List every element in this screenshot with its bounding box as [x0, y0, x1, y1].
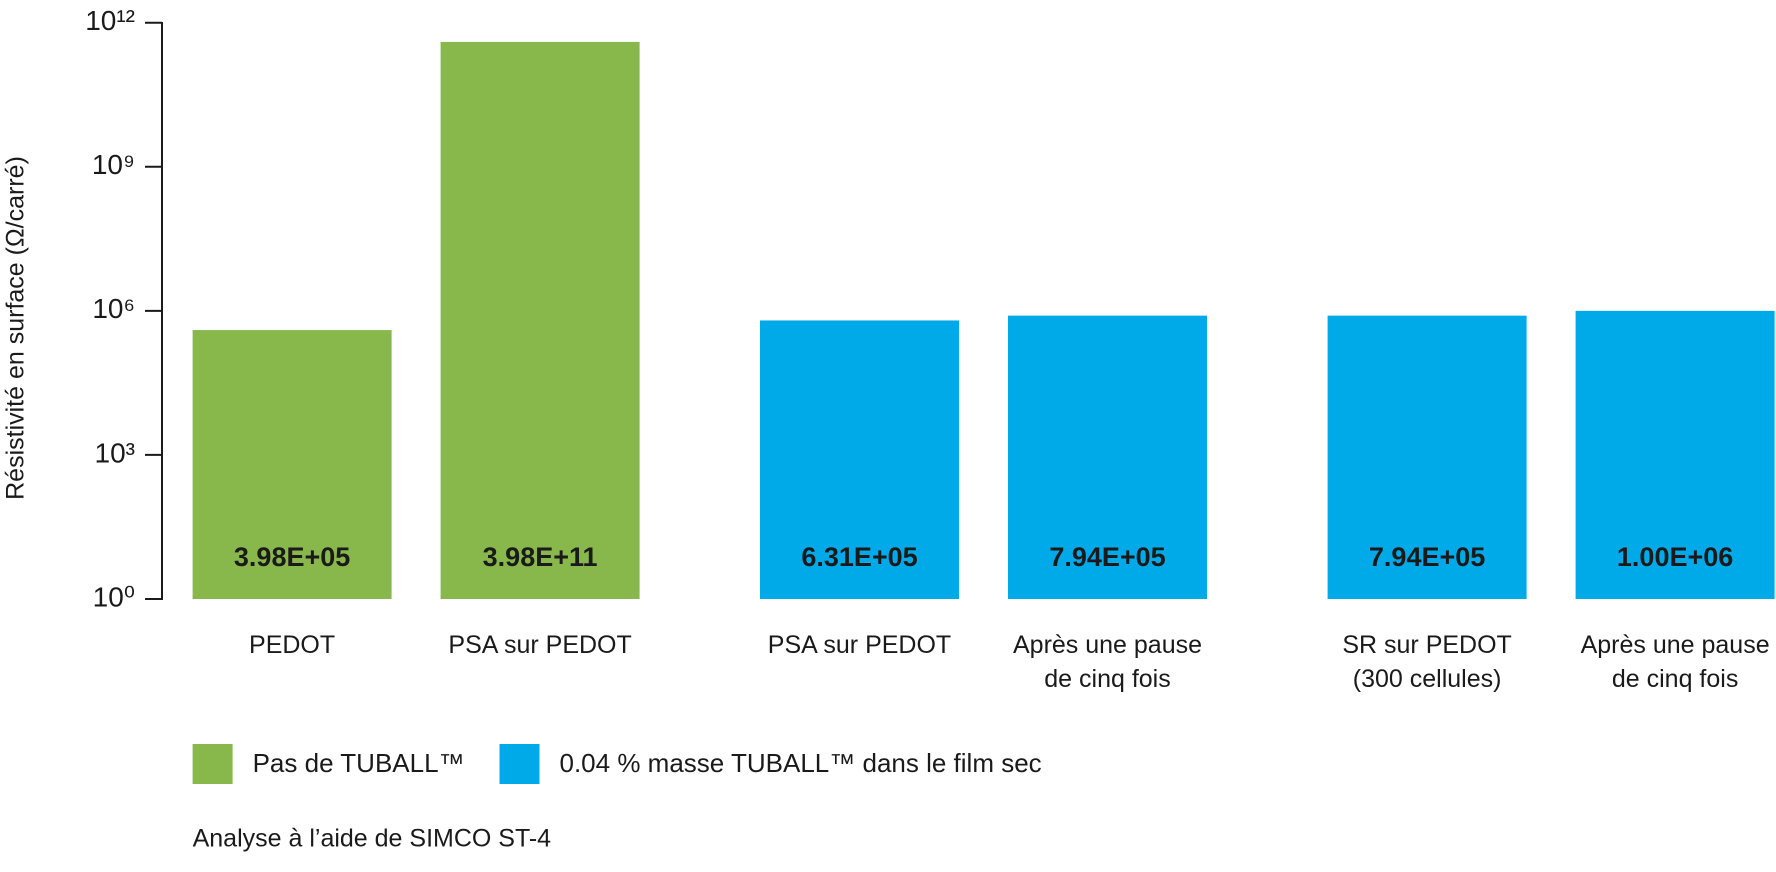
x-tick-label: SR sur PEDOT (300 cellules) [1342, 631, 1512, 693]
bar [192, 330, 392, 599]
legend-label: 0.04 % masse TUBALL™ dans le film sec [560, 748, 1042, 778]
bar [1008, 315, 1207, 599]
value-label: 1.00E+06 [1617, 542, 1733, 572]
x-tick-label: Après une pause de cinq fois [1580, 631, 1770, 693]
x-tick-label: Après une pause de cinq fois [1012, 631, 1203, 693]
x-tick-label: PEDOT [249, 631, 336, 659]
y-tick-label: 10⁶ [92, 293, 135, 324]
y-tick-label: 10¹² [85, 5, 135, 36]
x-tick-label: PSA sur PEDOT [448, 631, 632, 659]
legend-swatch [192, 744, 233, 784]
footnote: Analyse à l’aide de SIMCO ST-4 [193, 825, 552, 853]
legend-swatch [499, 744, 540, 784]
value-label: 6.31E+05 [801, 542, 917, 572]
value-label: 7.94E+05 [1369, 542, 1485, 572]
y-axis-label: Résistivité en surface (Ω/carré) [2, 156, 30, 500]
y-tick-label: 10³ [95, 437, 135, 468]
bar [440, 41, 640, 600]
value-label: 3.98E+05 [234, 542, 350, 572]
x-tick-label: PSA sur PEDOT [767, 631, 952, 659]
bar [1327, 315, 1527, 599]
legend-label: Pas de TUBALL™ [253, 748, 465, 778]
y-tick-label: 10⁹ [92, 149, 135, 180]
value-label: 3.98E+11 [483, 542, 598, 572]
bar [760, 320, 959, 599]
value-label: 7.94E+05 [1049, 542, 1165, 572]
bar [1575, 310, 1775, 599]
y-tick-label: 10⁰ [93, 581, 135, 612]
